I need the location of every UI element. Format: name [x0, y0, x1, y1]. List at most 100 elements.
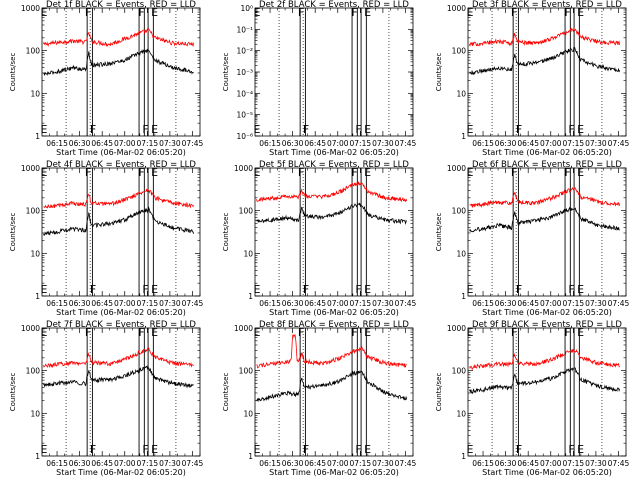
x-tick-label: 07:15 — [137, 459, 159, 468]
x-tick-label: 07:15 — [350, 139, 372, 148]
marker-f-bottom: F — [90, 123, 96, 136]
x-tick-label: 07:15 — [137, 299, 159, 308]
series-events-line — [43, 48, 194, 76]
x-tick-label: 06:30 — [495, 139, 517, 148]
x-tick-label: 07:30 — [372, 139, 394, 148]
marker-e-top-right: E — [364, 6, 371, 19]
series-events-line — [256, 370, 407, 403]
x-tick-label: 07:45 — [395, 299, 417, 308]
y-tick-label: 10 — [30, 249, 40, 258]
marker-e-top-left: E — [467, 166, 474, 179]
marker-f-top: F — [298, 326, 304, 339]
marker-e-bottom-right: E — [577, 283, 584, 296]
y-axis-label: Counts/sec — [435, 213, 443, 252]
panel-title: Det 9f BLACK = Events, RED = LLD — [472, 320, 622, 330]
marker-f-top: F — [351, 326, 357, 339]
x-tick-label: 06:45 — [91, 299, 113, 308]
x-tick-label: 07:45 — [608, 299, 630, 308]
y-tick-label: 1 — [35, 132, 40, 141]
x-axis-label: Start Time (06-Mar-02 06:05:20) — [482, 308, 612, 317]
marker-f-top: F — [85, 6, 91, 19]
x-axis-label: Start Time (06-Mar-02 06:05:20) — [482, 468, 612, 477]
y-tick-label: 1000 — [447, 324, 466, 333]
marker-e-bottom-left: E — [254, 443, 261, 456]
y-tick-label: 10 — [456, 409, 466, 418]
marker-f-bottom: F — [516, 443, 522, 456]
y-tick-label: 1000 — [21, 164, 40, 173]
y-axis-label: Counts/sec — [9, 53, 17, 92]
x-tick-label: 07:45 — [395, 459, 417, 468]
y-tick-label: 100 — [239, 207, 254, 216]
x-tick-label: 06:45 — [304, 299, 326, 308]
x-tick-label: 06:45 — [304, 459, 326, 468]
marker-e-bottom-right: E — [364, 283, 371, 296]
x-axis-label: Start Time (06-Mar-02 06:05:20) — [56, 148, 186, 157]
y-tick-label: 10 — [243, 249, 253, 258]
x-tick-label: 07:30 — [585, 459, 607, 468]
marker-e-bottom-left: E — [254, 283, 261, 296]
x-tick-label: 07:00 — [540, 139, 562, 148]
x-tick-label: 06:15 — [259, 299, 281, 308]
plot-frame — [41, 7, 201, 137]
x-tick-label: 06:15 — [259, 139, 281, 148]
y-tick-label: 10⁻⁴ — [236, 89, 253, 98]
marker-f-top: F — [511, 166, 517, 179]
series-events-line — [43, 206, 194, 236]
x-tick-label: 07:45 — [608, 459, 630, 468]
y-tick-label: 1000 — [447, 4, 466, 13]
panel-det-1f: Det 1f BLACK = Events, RED = LLD 1 10 100 10… — [9, 0, 204, 157]
y-tick-label: 100 — [452, 367, 467, 376]
x-axis-label: Start Time (06-Mar-02 06:05:20) — [269, 148, 399, 157]
panel-det-6f: Det 6f BLACK = Events, RED = LLD 1 10 100 10… — [435, 160, 630, 317]
marker-f-top: F — [564, 166, 570, 179]
x-tick-label: 07:30 — [372, 459, 394, 468]
x-tick-label: 06:15 — [472, 459, 494, 468]
marker-e-bottom-left: E — [41, 283, 48, 296]
x-tick-label: 06:15 — [46, 299, 68, 308]
series-events-line — [469, 46, 620, 76]
x-tick-label: 06:30 — [282, 459, 304, 468]
marker-f-bottom: F — [355, 123, 361, 136]
plot-frame — [467, 167, 627, 297]
marker-f-top: F — [85, 166, 91, 179]
x-tick-label: 07:00 — [327, 299, 349, 308]
panel-title: Det 4f BLACK = Events, RED = LLD — [46, 160, 196, 170]
panel-det-7f: Det 7f BLACK = Events, RED = LLD 1 10 100 10… — [9, 320, 204, 477]
y-axis-label: Counts/sec — [435, 373, 443, 412]
x-axis-label: Start Time (06-Mar-02 06:05:20) — [56, 468, 186, 477]
series-lld-line — [469, 187, 620, 209]
y-tick-label: 1000 — [234, 164, 253, 173]
x-axis-label: Start Time (06-Mar-02 06:05:20) — [482, 148, 612, 157]
series-lld-line — [256, 181, 407, 203]
y-tick-label: 1000 — [21, 4, 40, 13]
marker-e-top-left: E — [254, 326, 261, 339]
y-tick-label: 1 — [35, 452, 40, 461]
y-tick-label: 100 — [26, 367, 41, 376]
marker-f-bottom: F — [355, 283, 361, 296]
x-tick-label: 07:15 — [563, 459, 585, 468]
y-tick-label: 10 — [243, 409, 253, 418]
x-tick-label: 07:15 — [350, 459, 372, 468]
y-tick-label: 100 — [452, 207, 467, 216]
x-tick-label: 06:15 — [472, 299, 494, 308]
series-lld-line — [43, 346, 194, 369]
panel-det-3f: Det 3f BLACK = Events, RED = LLD 1 10 100 10… — [435, 0, 630, 157]
marker-e-top-left: E — [41, 6, 48, 19]
plot-frame — [41, 327, 201, 457]
series-lld-line — [43, 187, 194, 209]
y-tick-label: 10⁻³ — [236, 68, 253, 77]
series-lld-line — [43, 28, 194, 48]
marker-e-top-left: E — [254, 6, 261, 19]
plot-frame — [254, 7, 414, 137]
marker-f-top: F — [138, 166, 144, 179]
y-tick-label: 10⁻¹ — [236, 25, 253, 34]
marker-e-bottom-left: E — [467, 443, 474, 456]
x-axis-label: Start Time (06-Mar-02 06:05:20) — [56, 308, 186, 317]
x-tick-label: 07:45 — [182, 299, 204, 308]
y-axis-label: Counts/sec — [9, 213, 17, 252]
marker-e-bottom-right: E — [364, 443, 371, 456]
y-axis-label: Counts/sec — [222, 373, 230, 412]
x-tick-label: 07:15 — [137, 139, 159, 148]
y-tick-label: 1 — [461, 292, 466, 301]
